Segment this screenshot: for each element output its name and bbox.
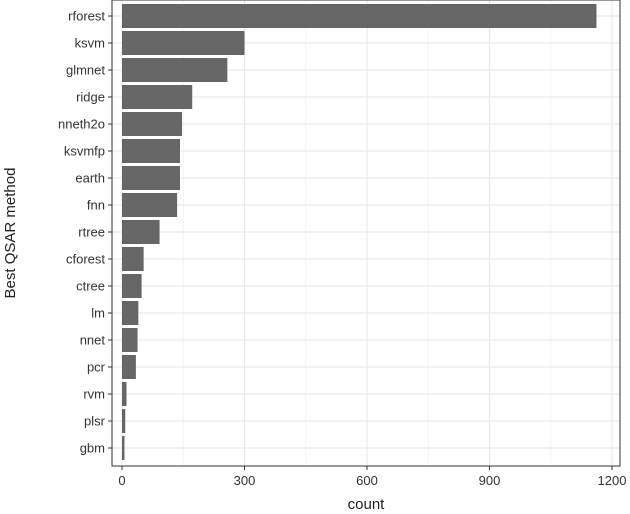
bar-lm: [122, 301, 139, 325]
bar-glmnet: [122, 58, 228, 82]
y-tick-label: nnet: [80, 333, 106, 348]
bar-fnn: [122, 193, 178, 217]
y-tick-label: pcr: [87, 360, 106, 375]
y-tick-label: earth: [75, 171, 105, 186]
x-axis-ticks: 0 300 600 900 1200: [118, 466, 626, 488]
y-tick-label: ridge: [76, 90, 105, 105]
x-tick-label: 300: [234, 473, 256, 488]
y-tick-label: cforest: [66, 252, 105, 267]
y-tick-label: ksvmfp: [64, 144, 105, 159]
bar-rtree: [122, 220, 160, 244]
y-tick-label: fnn: [87, 198, 105, 213]
y-tick-label: ksvm: [75, 36, 105, 51]
bar-ctree: [122, 274, 142, 298]
bar-pcr: [122, 355, 136, 379]
bar-rvm: [122, 382, 127, 406]
y-tick-label: ctree: [76, 279, 105, 294]
bar-ksvmfp: [122, 139, 180, 163]
plot-border: [111, 0, 621, 467]
y-tick-label: rforest: [68, 9, 105, 24]
x-axis-title: count: [348, 496, 386, 513]
y-tick-label: nneth2o: [58, 117, 105, 132]
y-tick-label: lm: [91, 306, 105, 321]
x-tick-label: 900: [479, 473, 501, 488]
bar-ridge: [122, 85, 193, 109]
y-axis-title: Best QSAR method: [2, 168, 19, 299]
y-tick-label: rtree: [78, 225, 105, 240]
y-axis-ticks: rforest ksvm glmnet ridge nneth2o ksvmfp earth…: [58, 9, 112, 456]
y-tick-label: gbm: [80, 441, 105, 456]
bar-plsr: [122, 409, 126, 433]
y-tick-label: rvm: [83, 387, 105, 402]
x-tick-label: 1200: [598, 473, 627, 488]
x-tick-label: 0: [118, 473, 125, 488]
bar-ksvm: [122, 31, 245, 55]
y-tick-label: plsr: [84, 414, 106, 429]
y-tick-label: glmnet: [66, 63, 105, 78]
bars: [122, 4, 597, 460]
bar-nneth2o: [122, 112, 183, 136]
bar-earth: [122, 166, 180, 190]
bar-cforest: [122, 247, 144, 271]
bar-rforest: [122, 4, 597, 28]
x-tick-label: 600: [356, 473, 378, 488]
bar-nnet: [122, 328, 138, 352]
bar-gbm: [122, 436, 125, 460]
